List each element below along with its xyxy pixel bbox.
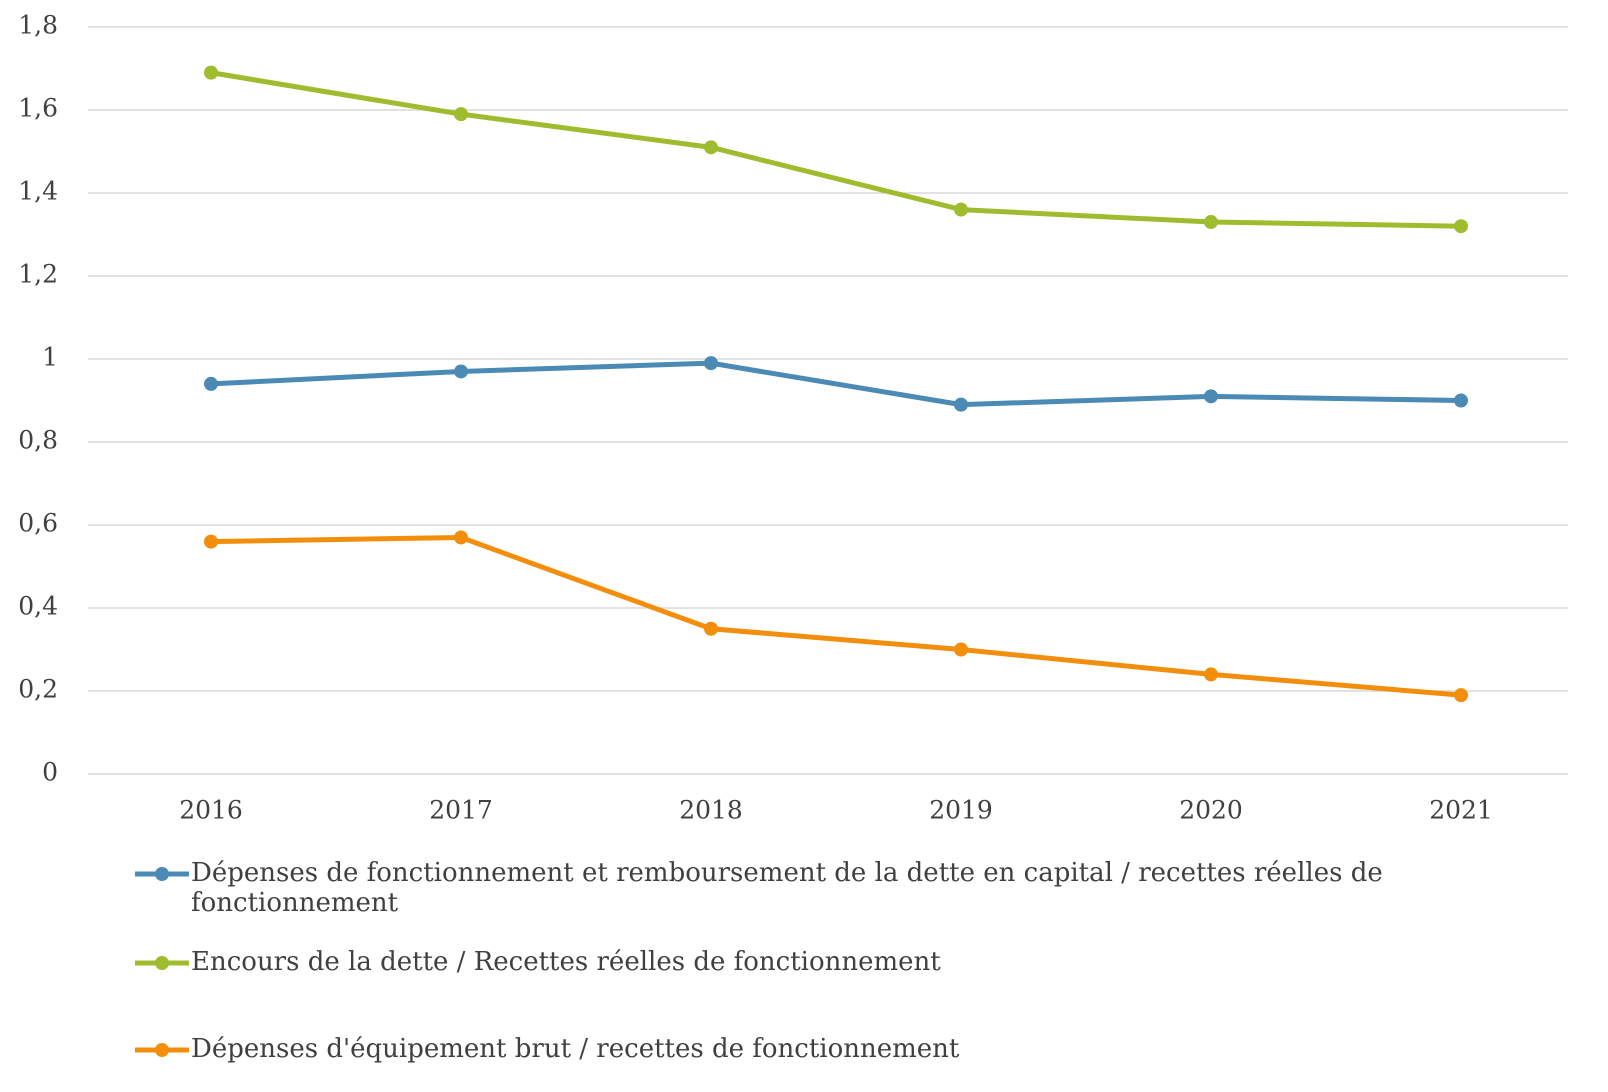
series-line xyxy=(210,534,1462,698)
data-point xyxy=(704,140,718,155)
legend-marker xyxy=(135,956,189,970)
data-point xyxy=(454,530,468,545)
y-tick-label: 0,8 xyxy=(18,426,58,455)
legend-dot xyxy=(155,956,169,970)
data-point xyxy=(1204,215,1218,230)
x-tick-label: 2020 xyxy=(1179,796,1243,825)
data-point xyxy=(954,397,968,412)
legend-marker xyxy=(135,867,189,881)
data-point xyxy=(954,642,968,657)
data-point xyxy=(204,65,218,80)
y-tick-label: 1,4 xyxy=(18,177,58,206)
y-tick-label: 1,2 xyxy=(18,260,58,289)
legend-marker xyxy=(135,1043,189,1057)
y-tick-label: 0,4 xyxy=(18,592,58,621)
legend-label: Encours de la dette / Recettes réelles d… xyxy=(191,947,941,977)
series-line xyxy=(210,70,1462,229)
chart: 0 0,2 0,4 0,6 0,8 1 1,2 1,4 1,6 1,8 2016 2017 2018 20… xyxy=(18,11,1568,825)
data-point xyxy=(1454,219,1468,234)
data-point xyxy=(1204,667,1218,682)
y-tick-label: 1,6 xyxy=(18,94,58,123)
x-tick-label: 2018 xyxy=(679,796,743,825)
x-tick-label: 2019 xyxy=(929,796,993,825)
legend-dot xyxy=(155,1043,169,1057)
legend-label: Dépenses d'équipement brut / recettes de… xyxy=(191,1034,960,1064)
legend-item: Dépenses d'équipement brut / recettes de… xyxy=(135,1034,1521,1064)
y-tick-label: 1 xyxy=(42,343,58,372)
data-point xyxy=(1204,389,1218,404)
legend-label: Dépenses de fonctionnement et remboursem… xyxy=(191,858,1383,918)
series-line xyxy=(210,360,1462,408)
data-point xyxy=(704,356,718,371)
data-point xyxy=(954,202,968,217)
data-point xyxy=(1454,393,1468,408)
x-tick-label: 2021 xyxy=(1429,796,1493,825)
y-tick-label: 0,6 xyxy=(18,509,58,538)
data-point xyxy=(454,364,468,379)
x-tick-label: 2016 xyxy=(179,796,243,825)
legend-item: Encours de la dette / Recettes réelles d… xyxy=(135,947,1521,977)
y-tick-label: 0 xyxy=(42,758,58,787)
x-tick-label: 2017 xyxy=(429,796,493,825)
y-tick-label: 1,8 xyxy=(18,11,58,40)
y-tick-label: 0,2 xyxy=(18,675,58,704)
legend-dot xyxy=(155,867,169,881)
data-point xyxy=(204,534,218,549)
data-point xyxy=(704,621,718,636)
data-point xyxy=(204,376,218,391)
data-point xyxy=(1454,688,1468,703)
legend-item: Dépenses de fonctionnement et remboursem… xyxy=(135,858,1521,918)
data-point xyxy=(454,107,468,122)
